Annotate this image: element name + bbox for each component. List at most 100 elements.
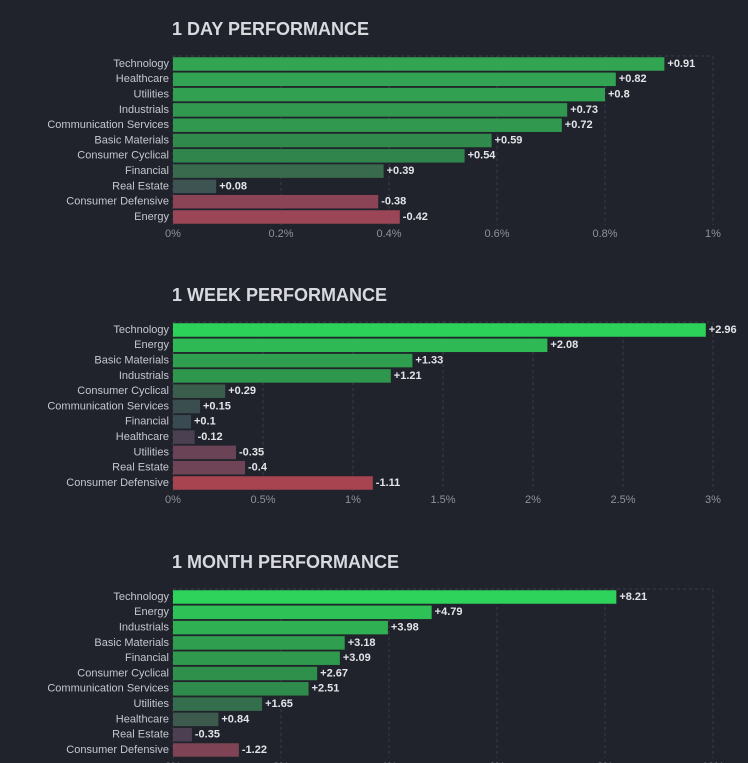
- value-label: +0.72: [565, 119, 593, 131]
- value-label: +3.09: [343, 652, 371, 664]
- category-label: Real Estate: [112, 462, 169, 474]
- bar: [173, 210, 400, 224]
- x-tick-label: 0%: [165, 494, 181, 506]
- x-tick-label: 3%: [705, 494, 721, 506]
- x-tick-label: 2%: [525, 494, 541, 506]
- category-label: Consumer Cyclical: [77, 150, 169, 162]
- category-label: Consumer Defensive: [66, 196, 169, 208]
- bar: [173, 87, 605, 102]
- bar: [173, 118, 562, 132]
- x-tick-label: 0%: [165, 228, 181, 240]
- category-label: Energy: [134, 211, 169, 223]
- x-tick-label: 6%: [489, 761, 505, 763]
- category-label: Communication Services: [47, 400, 169, 412]
- category-label: Consumer Cyclical: [77, 385, 169, 397]
- bar: [173, 636, 345, 650]
- category-label: Real Estate: [112, 729, 169, 741]
- category-label: Financial: [125, 652, 169, 664]
- x-tick-label: 0.5%: [250, 494, 275, 506]
- value-label: +4.79: [435, 606, 463, 618]
- x-tick-label: 4%: [381, 761, 397, 763]
- category-label: Healthcare: [116, 431, 169, 443]
- bar: [173, 605, 432, 620]
- x-tick-label: 0.8%: [592, 228, 617, 240]
- category-label: Basic Materials: [94, 134, 169, 146]
- value-label: +2.96: [709, 324, 737, 336]
- x-tick-label: 10%: [702, 761, 724, 763]
- chart-title: 1 MONTH PERFORMANCE: [172, 552, 399, 572]
- x-tick-label: 0%: [165, 761, 181, 763]
- category-label: Energy: [134, 339, 169, 351]
- bar: [173, 651, 340, 665]
- bar: [173, 712, 219, 727]
- value-label: +0.54: [468, 150, 497, 162]
- category-label: Technology: [113, 591, 169, 603]
- value-label: -1.22: [242, 744, 267, 756]
- value-label: +0.08: [219, 180, 247, 192]
- category-label: Utilities: [134, 698, 170, 710]
- bar: [173, 399, 200, 414]
- x-tick-label: 2.5%: [610, 494, 635, 506]
- value-label: -0.35: [239, 446, 264, 458]
- value-label: +2.51: [312, 683, 340, 695]
- x-tick-label: 0.6%: [484, 228, 509, 240]
- bar: [173, 179, 217, 194]
- category-label: Consumer Defensive: [66, 744, 169, 756]
- bar: [173, 103, 568, 117]
- bar: [173, 72, 616, 87]
- value-label: -0.4: [248, 462, 268, 474]
- value-label: +1.21: [394, 370, 422, 382]
- category-label: Utilities: [134, 89, 170, 101]
- category-label: Basic Materials: [94, 637, 169, 649]
- x-tick-label: 1%: [345, 494, 361, 506]
- bar: [173, 590, 617, 604]
- value-label: -0.35: [195, 729, 220, 741]
- x-tick-label: 1%: [705, 228, 721, 240]
- x-tick-label: 2%: [273, 761, 289, 763]
- value-label: -0.42: [403, 211, 428, 223]
- category-label: Financial: [125, 416, 169, 428]
- category-label: Consumer Defensive: [66, 477, 169, 489]
- value-label: +1.33: [415, 355, 443, 367]
- bar: [173, 149, 465, 163]
- bar: [173, 194, 379, 209]
- value-label: +0.39: [387, 165, 415, 177]
- value-label: +8.21: [619, 591, 647, 603]
- bar: [173, 164, 384, 178]
- bar: [173, 369, 391, 383]
- value-label: +0.29: [228, 385, 256, 397]
- bar: [173, 430, 195, 444]
- bar: [173, 353, 413, 368]
- bar: [173, 697, 263, 711]
- bar: [173, 727, 192, 742]
- value-label: -0.12: [198, 431, 223, 443]
- value-label: +3.98: [391, 622, 419, 634]
- bar: [173, 338, 548, 353]
- category-label: Technology: [113, 58, 169, 70]
- x-tick-label: 0.4%: [376, 228, 401, 240]
- value-label: +2.67: [320, 667, 348, 679]
- category-label: Basic Materials: [94, 355, 169, 367]
- bar: [173, 743, 239, 757]
- value-label: +1.65: [265, 698, 293, 710]
- x-tick-label: 8%: [597, 761, 613, 763]
- category-label: Communication Services: [47, 683, 169, 695]
- value-label: +0.82: [619, 73, 647, 85]
- x-tick-label: 1.5%: [430, 494, 455, 506]
- value-label: +3.18: [348, 637, 376, 649]
- value-label: +2.08: [550, 339, 578, 351]
- category-label: Technology: [113, 324, 169, 336]
- value-label: -1.11: [376, 477, 400, 489]
- value-label: +0.91: [667, 58, 695, 70]
- category-label: Utilities: [134, 446, 170, 458]
- category-label: Industrials: [119, 370, 170, 382]
- value-label: +0.1: [194, 416, 216, 428]
- category-label: Industrials: [119, 104, 170, 116]
- value-label: +0.15: [203, 400, 231, 412]
- value-label: +0.8: [608, 89, 630, 101]
- chart-title: 1 WEEK PERFORMANCE: [172, 285, 387, 305]
- category-label: Healthcare: [116, 713, 169, 725]
- bar: [173, 666, 318, 681]
- category-label: Financial: [125, 165, 169, 177]
